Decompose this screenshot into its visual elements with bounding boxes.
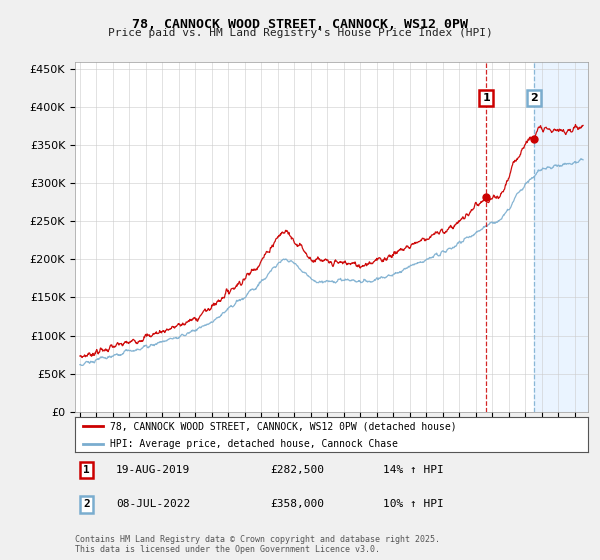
- Text: 1: 1: [482, 94, 490, 104]
- Text: HPI: Average price, detached house, Cannock Chase: HPI: Average price, detached house, Cann…: [110, 438, 398, 449]
- Text: 1: 1: [83, 465, 89, 475]
- Text: 19-AUG-2019: 19-AUG-2019: [116, 465, 190, 475]
- Text: £282,500: £282,500: [270, 465, 324, 475]
- Text: £358,000: £358,000: [270, 500, 324, 510]
- Bar: [534, 62, 588, 412]
- Text: 2: 2: [530, 94, 538, 104]
- Text: 78, CANNOCK WOOD STREET, CANNOCK, WS12 0PW: 78, CANNOCK WOOD STREET, CANNOCK, WS12 0…: [132, 18, 468, 31]
- Text: Price paid vs. HM Land Registry's House Price Index (HPI): Price paid vs. HM Land Registry's House …: [107, 28, 493, 38]
- Text: 10% ↑ HPI: 10% ↑ HPI: [383, 500, 443, 510]
- Text: 2: 2: [83, 500, 89, 510]
- Text: Contains HM Land Registry data © Crown copyright and database right 2025.
This d: Contains HM Land Registry data © Crown c…: [75, 535, 440, 554]
- Text: 14% ↑ HPI: 14% ↑ HPI: [383, 465, 443, 475]
- Text: 78, CANNOCK WOOD STREET, CANNOCK, WS12 0PW (detached house): 78, CANNOCK WOOD STREET, CANNOCK, WS12 0…: [110, 421, 457, 431]
- Text: 08-JUL-2022: 08-JUL-2022: [116, 500, 190, 510]
